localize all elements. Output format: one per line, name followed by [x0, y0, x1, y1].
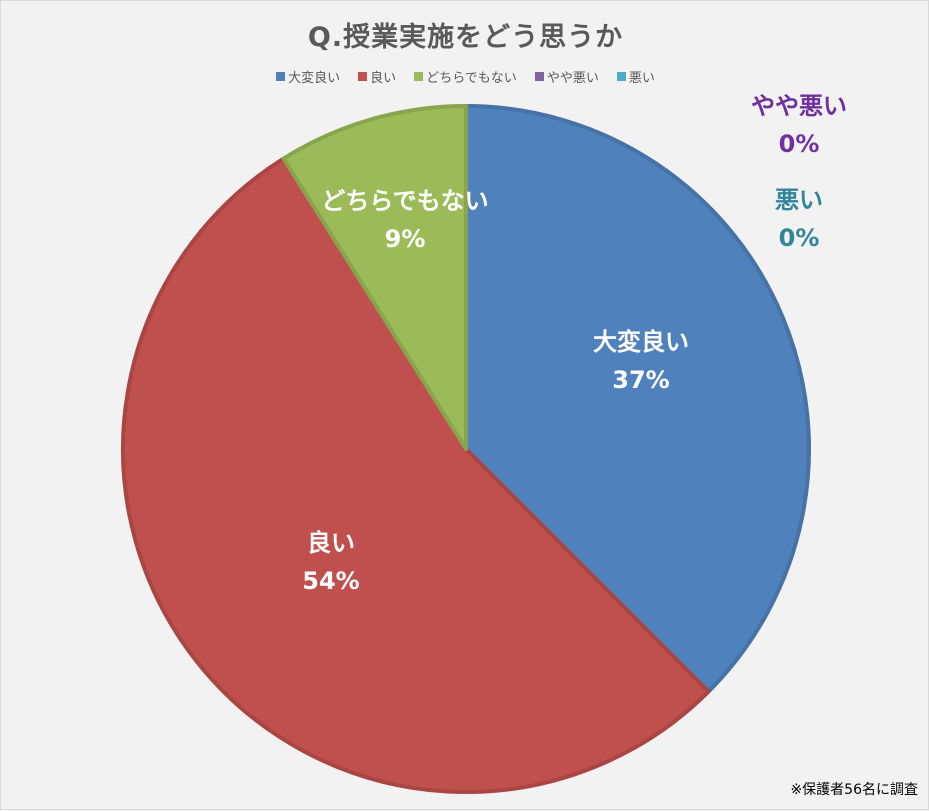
label-pct: 9%: [384, 225, 426, 253]
legend-item-good[interactable]: 良い: [358, 67, 396, 86]
slice-neutral[interactable]: [281, 104, 468, 451]
slice-very-good[interactable]: [464, 104, 811, 694]
legend-label: 悪い: [628, 71, 655, 86]
label-pct: 0%: [778, 130, 820, 158]
label-good: 良い 54%: [302, 524, 359, 600]
label-name: やや悪い: [751, 92, 847, 120]
label-name: どちらでもない: [321, 187, 489, 215]
label-pct: 0%: [778, 224, 820, 252]
legend-label: やや悪い: [546, 71, 599, 86]
label-pct: 37%: [612, 366, 670, 394]
legend-label: 良い: [370, 71, 397, 86]
label-name: 悪い: [775, 186, 823, 214]
legend-swatch-icon: [534, 72, 544, 81]
legend-swatch-icon: [358, 72, 368, 81]
label-neutral: どちらでもない 9%: [321, 182, 488, 258]
label-name: 良い: [306, 529, 355, 557]
legend-item-very-good[interactable]: 大変良い: [276, 67, 340, 86]
label-name: 大変良い: [593, 328, 689, 356]
legend-item-neutral[interactable]: どちらでもない: [414, 67, 517, 86]
label-somewhat-bad: やや悪い 0%: [751, 87, 847, 163]
label-pct: 54%: [302, 567, 360, 595]
legend-swatch-icon: [616, 72, 626, 81]
label-bad: 悪い 0%: [775, 181, 823, 257]
legend-item-bad[interactable]: 悪い: [616, 67, 655, 86]
legend-swatch-icon: [276, 72, 286, 81]
legend-label: 大変良い: [288, 71, 341, 86]
chart-title: Q.授業実施をどう思うか: [307, 22, 624, 53]
legend: 大変良い 良い どちらでもない やや悪い 悪い: [1, 67, 929, 86]
label-very-good: 大変良い 37%: [593, 323, 689, 399]
slice-good[interactable]: [121, 156, 711, 794]
legend-swatch-icon: [414, 72, 424, 81]
legend-label: どちらでもない: [426, 71, 517, 86]
survey-note: ※保護者56名に調査: [790, 782, 918, 798]
legend-item-somewhat-bad[interactable]: やや悪い: [534, 67, 599, 86]
